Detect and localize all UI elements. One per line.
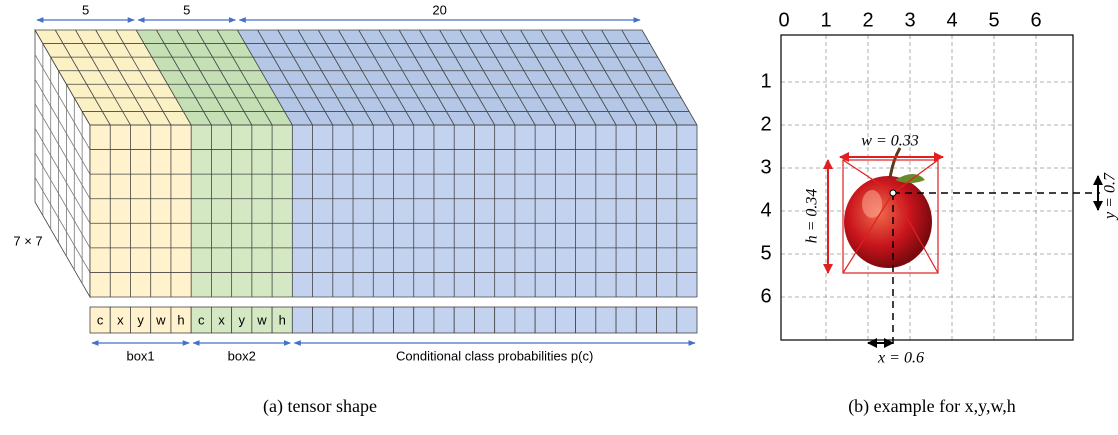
row-label: 3 [760, 156, 771, 178]
cell-label: x [218, 312, 225, 327]
cell-label: y [137, 312, 144, 327]
center-point [890, 190, 896, 196]
vector-cell [313, 307, 333, 333]
tensor-diagram: 5 5 20 7 × 7 box1 box2 Conditional class proba… [13, 2, 697, 363]
cell-label: w [155, 312, 166, 327]
caption: (b) example for x,y,w,h [848, 396, 1016, 417]
row-label: 4 [760, 199, 771, 221]
column-label: 1 [820, 9, 831, 31]
cell-label: h [279, 312, 286, 327]
group-label: Conditional class probabilities p(c) [396, 348, 593, 363]
group-label: box1 [126, 348, 154, 363]
column-label: 2 [862, 9, 873, 31]
row-label: 5 [760, 242, 771, 264]
column-label: 6 [1030, 9, 1041, 31]
column-label: 0 [778, 9, 789, 31]
figure: 55207 × 7box1box2Conditional class proba… [0, 0, 1118, 435]
vector-cell [414, 307, 434, 333]
vector-cell [555, 307, 575, 333]
vector-cell [657, 307, 677, 333]
front-face [191, 125, 292, 297]
y-label: y = 0.7 [1102, 172, 1118, 221]
cell-label: h [177, 312, 184, 327]
vector-cell [292, 307, 312, 333]
row-label: 6 [760, 285, 771, 307]
w-label: w = 0.33 [861, 133, 918, 150]
vector-cell [535, 307, 555, 333]
dimension-label: 5 [183, 2, 190, 17]
cell-label: y [239, 312, 246, 327]
vector-cell [495, 307, 515, 333]
example-diagram: 0 1 2 3 4 5 6 1 2 3 4 5 6 w = 0.33 h = 0.34 x = 0.6 y =… [760, 9, 1118, 366]
column-label: 4 [946, 9, 957, 31]
row-label: 2 [760, 113, 771, 135]
vector-cell [677, 307, 697, 333]
vector-cell [616, 307, 636, 333]
row-label: 1 [760, 70, 771, 92]
grid-frame [781, 35, 1073, 340]
x-label: x = 0.6 [877, 350, 924, 367]
h-label: h = 0.34 [804, 189, 821, 244]
dimension-label: 20 [432, 2, 446, 17]
front-face [90, 125, 191, 297]
group-label: box2 [228, 348, 256, 363]
vector-cell [515, 307, 535, 333]
cell-label: w [256, 312, 267, 327]
vector-cell [596, 307, 616, 333]
vector-cell [333, 307, 353, 333]
caption: (a) tensor shape [263, 396, 377, 417]
depth-label: 7 × 7 [13, 233, 42, 248]
vector-cell [454, 307, 474, 333]
column-label: 5 [988, 9, 999, 31]
vector-cell [373, 307, 393, 333]
vector-cell [576, 307, 596, 333]
cell-label: x [117, 312, 124, 327]
vector-cell [394, 307, 414, 333]
dimension-label: 5 [82, 2, 89, 17]
vector-cell [474, 307, 494, 333]
column-label: 3 [904, 9, 915, 31]
vector-cell [636, 307, 656, 333]
vector-cell [353, 307, 373, 333]
cell-label: c [198, 312, 205, 327]
vector-cell [434, 307, 454, 333]
cell-label: c [97, 312, 104, 327]
